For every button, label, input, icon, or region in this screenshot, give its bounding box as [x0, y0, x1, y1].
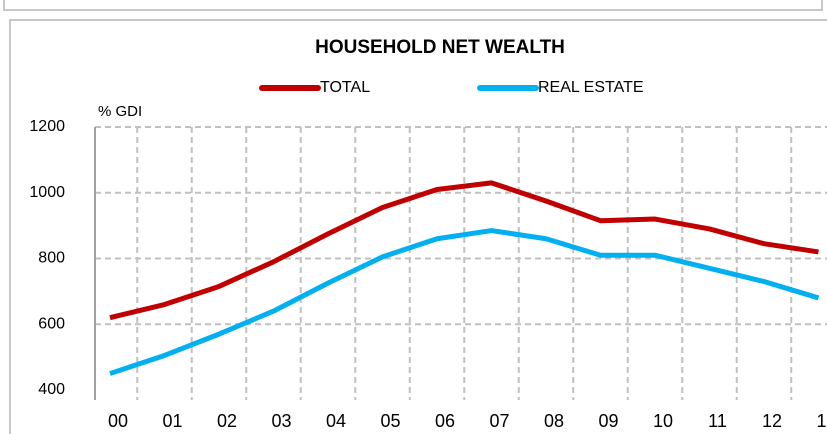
y-tick-label: 800 [38, 250, 65, 267]
x-tick-label: 07 [489, 411, 509, 431]
x-tick-label: 09 [598, 411, 618, 431]
x-tick-label: 06 [435, 411, 455, 431]
chart-frame [9, 19, 827, 434]
top-frame [3, 0, 823, 11]
x-tick-label: 10 [653, 411, 673, 431]
x-tick-label: 02 [217, 411, 237, 431]
y-tick-label: 1000 [29, 184, 65, 201]
y-tick-label: 400 [38, 381, 65, 398]
y-tick-label: 1200 [29, 118, 65, 135]
line [109, 228, 820, 376]
x-tick-label: 04 [326, 411, 346, 431]
legend-label: TOTAL [320, 79, 370, 96]
y-tick-label: 600 [38, 315, 65, 332]
legend-label: REAL ESTATE [538, 79, 644, 96]
x-tick-label: 05 [380, 411, 400, 431]
chart-title: HOUSEHOLD NET WEALTH [315, 37, 565, 58]
x-tick-label: 12 [762, 411, 782, 431]
x-tick-label: 08 [544, 411, 564, 431]
x-tick-label: 00 [108, 411, 128, 431]
x-tick-label: 01 [162, 411, 182, 431]
x-tick-label: 13 [816, 411, 827, 431]
x-tick-label: 11 [708, 411, 727, 431]
x-tick-label: 03 [271, 411, 291, 431]
line [109, 180, 819, 321]
y-axis-label: % GDI [98, 103, 142, 120]
